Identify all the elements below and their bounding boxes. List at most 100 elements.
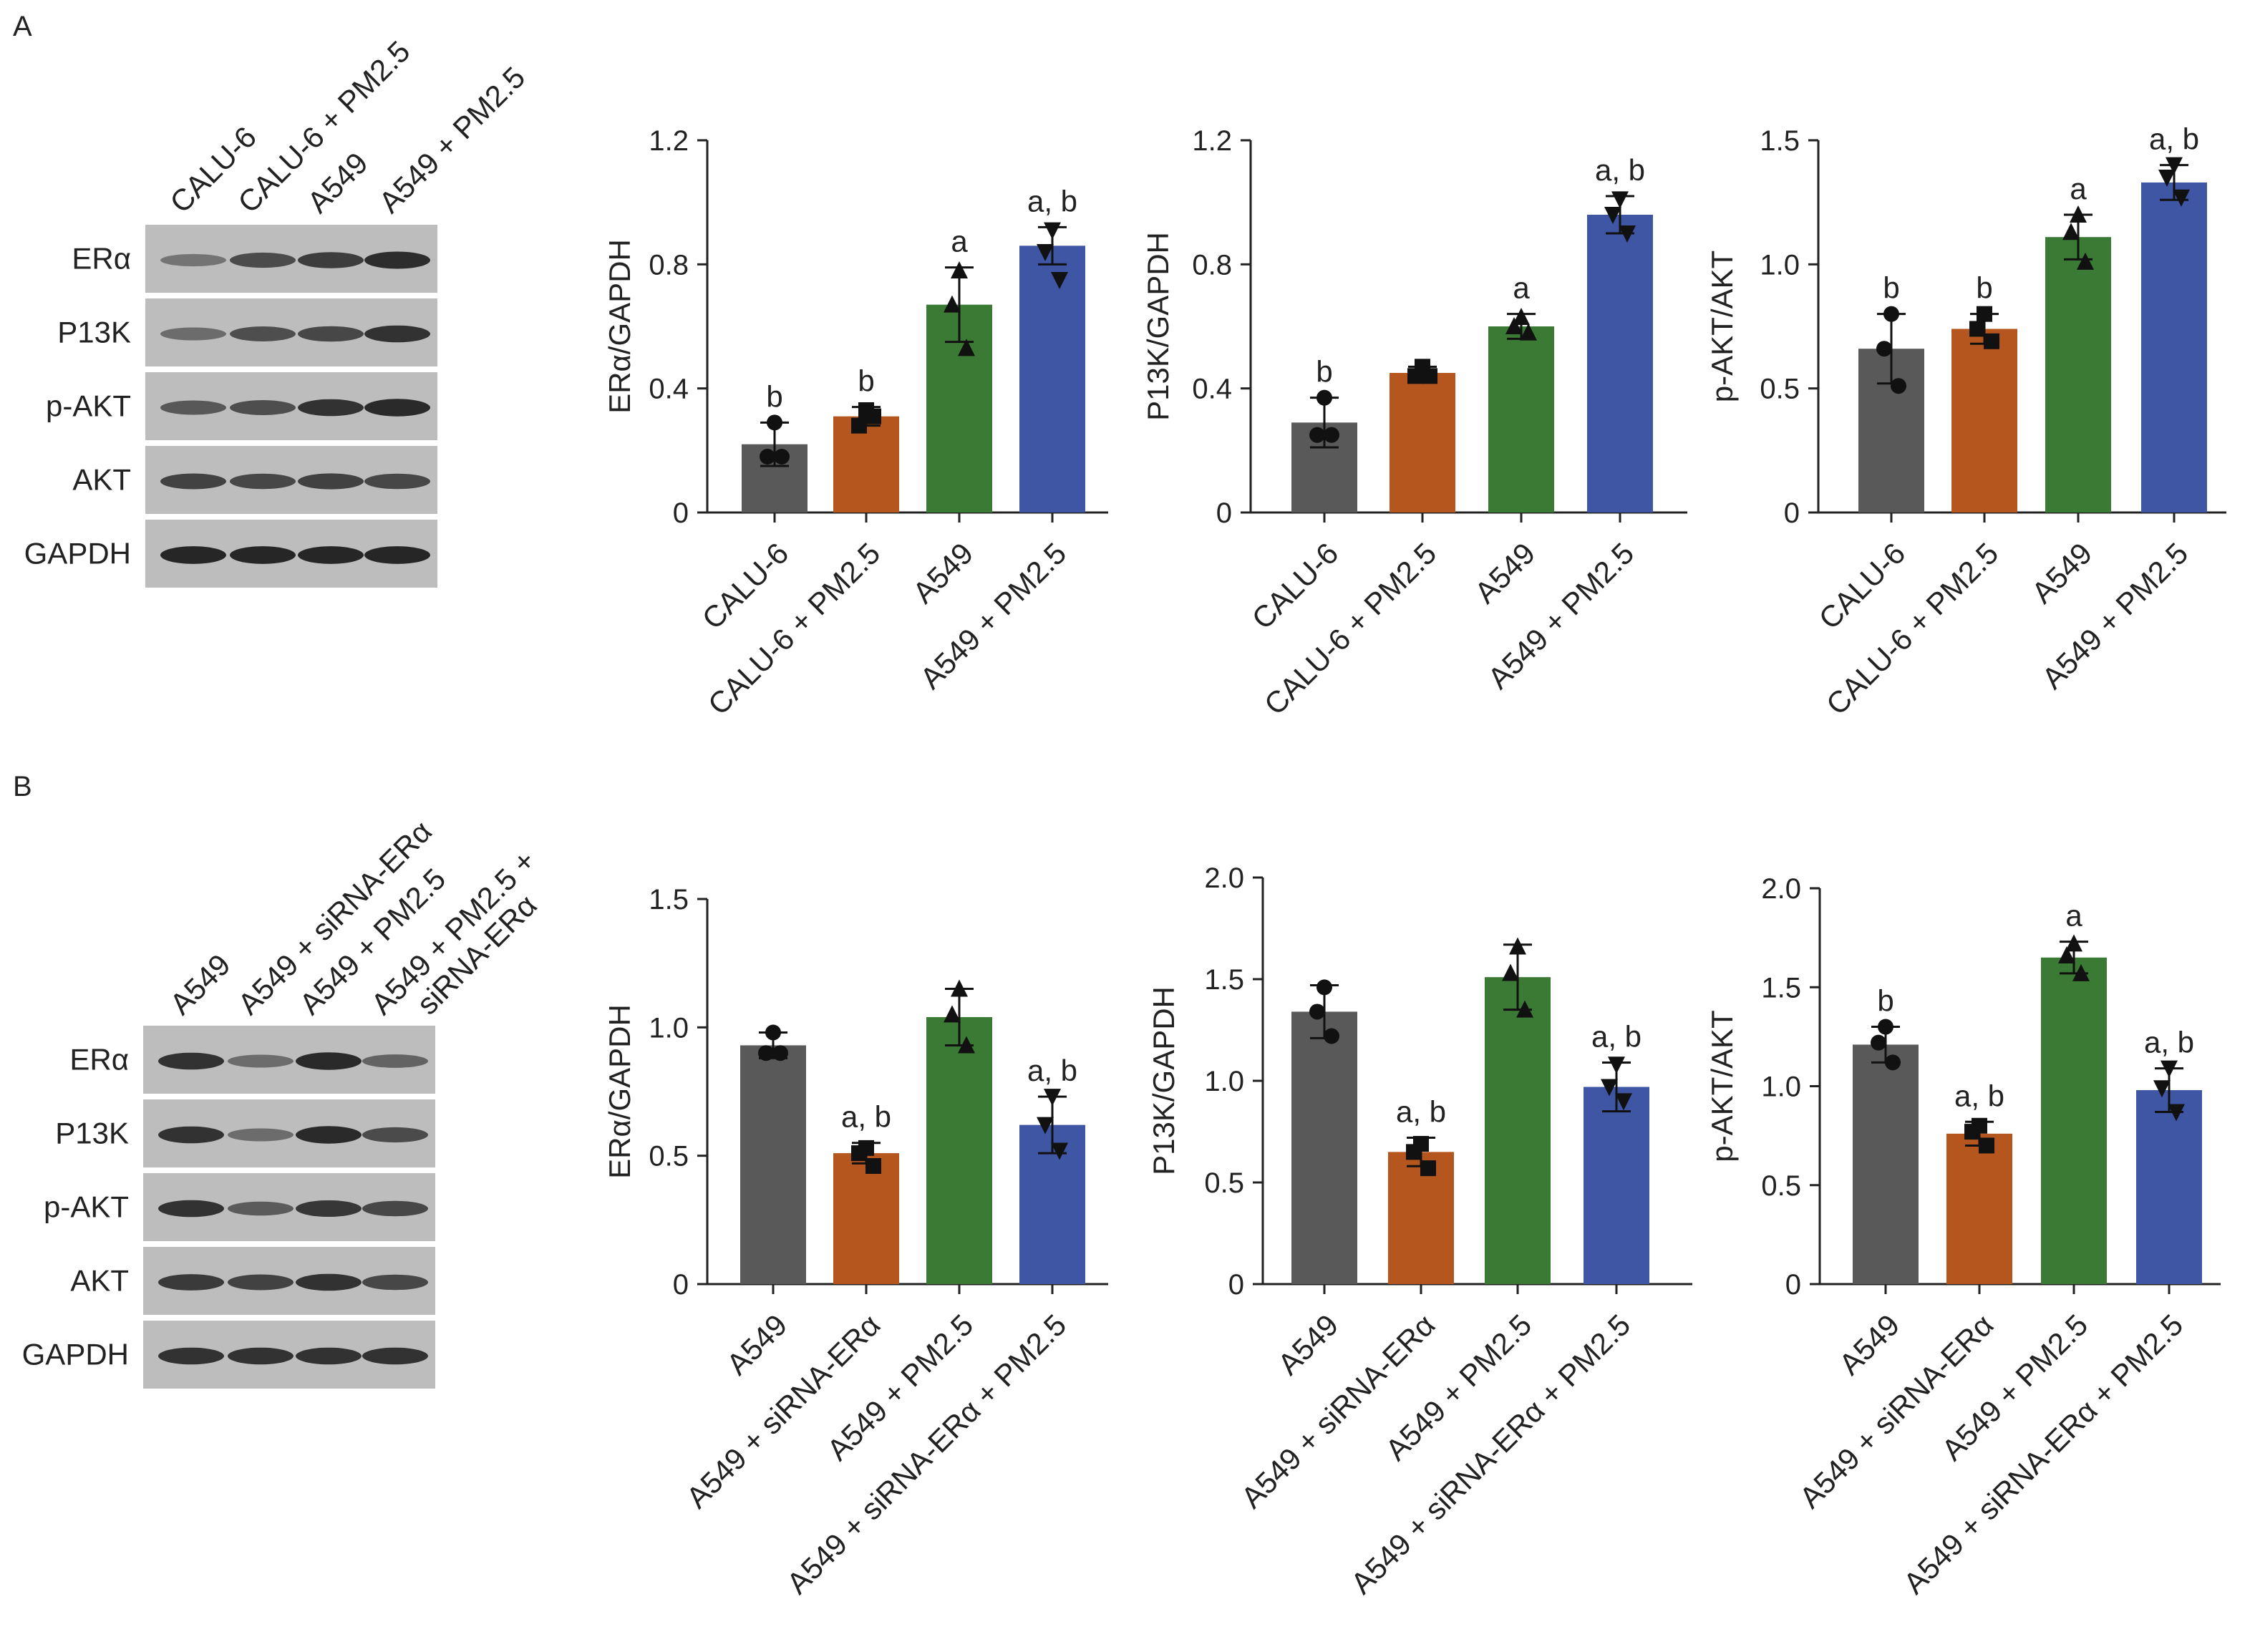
- blot-band: [364, 399, 430, 417]
- data-point: [958, 1036, 975, 1054]
- data-point: [1044, 1089, 1061, 1107]
- significance-label: a, b: [2144, 1026, 2194, 1059]
- data-point: [1505, 317, 1523, 334]
- blot-row-label: P13K: [55, 1117, 129, 1150]
- data-point: [2161, 1060, 2178, 1078]
- y-tick-label: 1.0: [1204, 1066, 1244, 1097]
- bar: [740, 1045, 806, 1284]
- significance-label: a, b: [1591, 1019, 1641, 1053]
- blot-band: [158, 1126, 224, 1144]
- blot-band: [298, 252, 364, 268]
- blot-band: [362, 1054, 428, 1068]
- blot-band: [158, 1274, 224, 1291]
- y-tick-label: 0: [1216, 497, 1232, 529]
- significance-label: a: [951, 225, 968, 258]
- data-point: [1324, 1028, 1339, 1044]
- blot-band: [362, 1274, 428, 1291]
- y-axis-label: P13K/GAPDH: [1141, 232, 1175, 421]
- bar: [833, 1153, 899, 1284]
- blot-band: [296, 1052, 362, 1070]
- data-point: [765, 1024, 781, 1041]
- blot-band: [158, 1200, 224, 1218]
- data-point: [1406, 1144, 1422, 1160]
- blot-band: [230, 546, 296, 564]
- blot-band: [228, 1274, 294, 1291]
- bar: [926, 1016, 992, 1284]
- data-point: [758, 1045, 774, 1061]
- y-tick-label: 0.5: [649, 1141, 689, 1172]
- bar: [1488, 326, 1554, 512]
- blot-row-label: ERα: [69, 1043, 129, 1077]
- blot-band: [298, 326, 364, 342]
- data-point: [2058, 946, 2075, 964]
- data-point: [2173, 189, 2190, 207]
- blot-band: [230, 473, 296, 490]
- significance-label: a, b: [841, 1100, 891, 1134]
- y-tick-label: 0: [1228, 1269, 1244, 1301]
- y-tick-label: 0.4: [1192, 374, 1232, 405]
- data-point: [1984, 333, 1999, 349]
- data-point: [2168, 1104, 2185, 1122]
- blot-row-label: AKT: [72, 463, 131, 497]
- blot-band: [160, 400, 226, 415]
- blot-band: [158, 1052, 224, 1070]
- data-point: [1883, 306, 1899, 322]
- bar: [2045, 237, 2111, 512]
- data-point: [1979, 1137, 1994, 1154]
- data-point: [1516, 1000, 1533, 1018]
- blot-band: [362, 1200, 428, 1217]
- bar: [1390, 373, 1455, 512]
- data-point: [2158, 170, 2176, 187]
- data-point: [1513, 308, 1530, 325]
- data-point: [1422, 368, 1437, 384]
- blot-band: [364, 325, 430, 343]
- blot-band: [228, 1201, 294, 1216]
- blot-band: [362, 1127, 428, 1143]
- data-point: [1619, 225, 1636, 243]
- data-point: [1601, 1079, 1618, 1097]
- y-tick-label: 1.5: [1761, 972, 1801, 1004]
- blot-row-label: ERα: [72, 242, 131, 276]
- significance-label: a, b: [2149, 122, 2199, 156]
- bar: [1853, 1044, 1919, 1284]
- y-axis-label: P13K/GAPDH: [1147, 986, 1180, 1175]
- y-tick-label: 0: [1784, 497, 1800, 529]
- significance-label: a, b: [1027, 184, 1077, 218]
- blot-band: [298, 399, 364, 417]
- y-tick-label: 0: [1785, 1269, 1801, 1301]
- data-point: [1604, 207, 1621, 224]
- bar: [1946, 1133, 2012, 1284]
- y-tick-label: 0: [673, 1269, 689, 1301]
- y-tick-label: 0.8: [649, 249, 689, 281]
- bar: [2041, 957, 2107, 1284]
- y-tick-label: 1.5: [1204, 964, 1244, 996]
- blot-band: [158, 1347, 224, 1365]
- data-point: [1324, 427, 1339, 443]
- y-tick-label: 0.8: [1192, 249, 1232, 281]
- blot-band: [296, 1200, 362, 1218]
- data-point: [1878, 1019, 1893, 1035]
- blot-band: [296, 1126, 362, 1144]
- data-point: [2062, 223, 2080, 240]
- data-point: [1316, 979, 1332, 996]
- data-point: [944, 295, 961, 313]
- blot-row-label: GAPDH: [24, 537, 131, 570]
- significance-label: a, b: [1954, 1079, 2004, 1112]
- panel-letter-a: A: [13, 11, 32, 42]
- blot-band: [296, 1273, 362, 1291]
- significance-label: b: [858, 364, 874, 398]
- y-tick-label: 1.0: [649, 1012, 689, 1044]
- data-point: [1309, 1004, 1325, 1020]
- data-point: [1520, 323, 1537, 341]
- blot-band: [228, 1054, 294, 1068]
- data-point: [851, 1145, 867, 1162]
- significance-label: b: [1877, 984, 1893, 1018]
- data-point: [2077, 252, 2094, 270]
- bar: [1584, 1087, 1649, 1284]
- significance-label: b: [1316, 355, 1332, 389]
- bar: [1485, 977, 1551, 1284]
- bar: [2136, 1090, 2202, 1284]
- y-tick-label: 0.4: [649, 374, 689, 405]
- y-tick-label: 1.0: [1760, 249, 1800, 281]
